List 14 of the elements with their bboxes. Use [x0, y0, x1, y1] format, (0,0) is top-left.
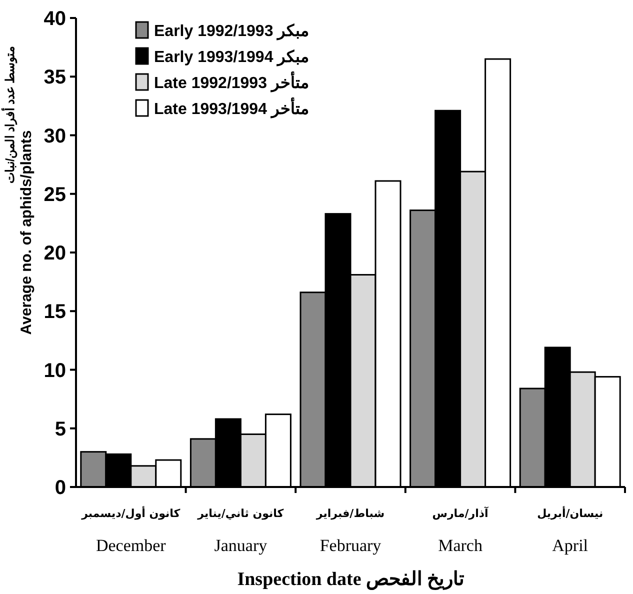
legend-label: Early 1993/1994 مبكر — [154, 49, 310, 67]
legend-label: Late 1992/1993 متأخر — [154, 70, 310, 93]
y-tick-label: 25 — [44, 184, 66, 206]
y-tick-label: 20 — [44, 242, 66, 264]
legend-label: Late 1993/1994 متأخر — [154, 96, 310, 119]
legend-label: Early 1992/1993 مبكر — [154, 23, 310, 41]
y-tick-label: 10 — [44, 360, 66, 382]
y-tick-label: 0 — [54, 477, 66, 499]
y-tick-label: 15 — [44, 301, 66, 324]
y-tick-label: 30 — [44, 125, 66, 148]
y-tick-label: 35 — [44, 66, 66, 89]
y-tick-label: 5 — [54, 418, 66, 440]
y-tick-label: 40 — [44, 8, 66, 30]
x-axis-title: Inspection date تاريخ الفحص — [237, 569, 464, 590]
